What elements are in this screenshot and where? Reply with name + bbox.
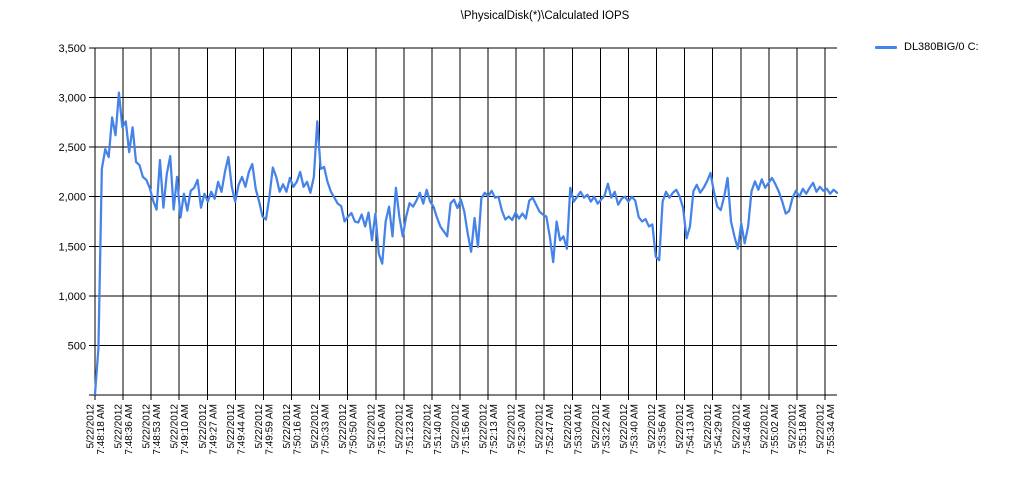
x-tick-label: 5/22/20127:50:33 AM	[310, 404, 332, 455]
y-tick-label: 1,500	[58, 241, 86, 253]
y-axis-labels: 500 1,000 1,500 2,000 2,500 3,000 3,500	[58, 43, 86, 352]
x-tick-label: 5/22/20127:54:46 AM	[731, 404, 753, 455]
x-tick-label: 5/22/20127:52:47 AM	[535, 404, 557, 455]
x-tick-label: 5/22/20127:52:13 AM	[479, 404, 501, 455]
data-line	[93, 91, 839, 396]
legend: DL380BIG/0 C:	[875, 41, 979, 53]
x-tick-label: 5/22/20127:55:02 AM	[759, 404, 781, 455]
axes	[89, 48, 837, 400]
chart-title: \PhysicalDisk(*)\Calculated IOPS	[460, 10, 630, 22]
y-tick-label: 3,000	[58, 93, 86, 105]
x-tick-label: 5/22/20127:55:18 AM	[787, 404, 809, 455]
x-tick-label: 5/22/20127:51:06 AM	[366, 404, 388, 455]
x-tick-label: 5/22/20127:54:13 AM	[675, 404, 697, 455]
x-tick-label: 5/22/20127:51:23 AM	[394, 404, 416, 455]
x-tick-label: 5/22/20127:53:22 AM	[591, 404, 613, 455]
x-tick-label: 5/22/20127:52:30 AM	[507, 404, 529, 455]
y-tick-label: 1,000	[58, 291, 86, 303]
x-tick-label: 5/22/20127:49:59 AM	[254, 404, 276, 455]
x-tick-label: 5/22/20127:53:40 AM	[619, 404, 641, 455]
x-tick-label: 5/22/20127:51:56 AM	[451, 404, 473, 455]
x-tick-label: 5/22/20127:48:18 AM	[86, 404, 108, 455]
x-tick-label: 5/22/20127:54:29 AM	[703, 404, 725, 455]
x-axis-ticks	[94, 395, 826, 400]
horizontal-gridlines	[95, 47, 837, 346]
x-tick-label: 5/22/20127:48:36 AM	[114, 404, 136, 455]
x-tick-label: 5/22/20127:49:27 AM	[198, 404, 220, 455]
x-tick-label: 5/22/20127:53:56 AM	[647, 404, 669, 455]
vertical-gridlines	[94, 48, 826, 395]
x-axis-labels: 5/22/20127:48:18 AM 5/22/20127:48:36 AM 5/…	[86, 404, 838, 455]
x-tick-label: 5/22/20127:50:50 AM	[338, 404, 360, 455]
x-tick-label: 5/22/20127:53:04 AM	[563, 404, 585, 455]
y-axis-ticks	[89, 47, 95, 346]
x-tick-label: 5/22/20127:48:53 AM	[142, 404, 164, 455]
y-tick-label: 2,500	[58, 142, 86, 154]
y-tick-label: 2,000	[58, 192, 86, 204]
legend-line-swatch	[875, 45, 897, 49]
x-tick-label: 5/22/20127:55:34 AM	[816, 404, 838, 455]
x-tick-label: 5/22/20127:49:44 AM	[226, 404, 248, 455]
series	[93, 91, 839, 396]
legend-series-label: DL380BIG/0 C:	[904, 41, 979, 53]
y-tick-label: 3,500	[58, 43, 86, 55]
x-tick-label: 5/22/20127:51:40 AM	[422, 404, 444, 455]
x-tick-label: 5/22/20127:50:16 AM	[282, 404, 304, 455]
x-tick-label: 5/22/20127:49:10 AM	[170, 404, 192, 455]
y-tick-label: 500	[68, 340, 86, 352]
